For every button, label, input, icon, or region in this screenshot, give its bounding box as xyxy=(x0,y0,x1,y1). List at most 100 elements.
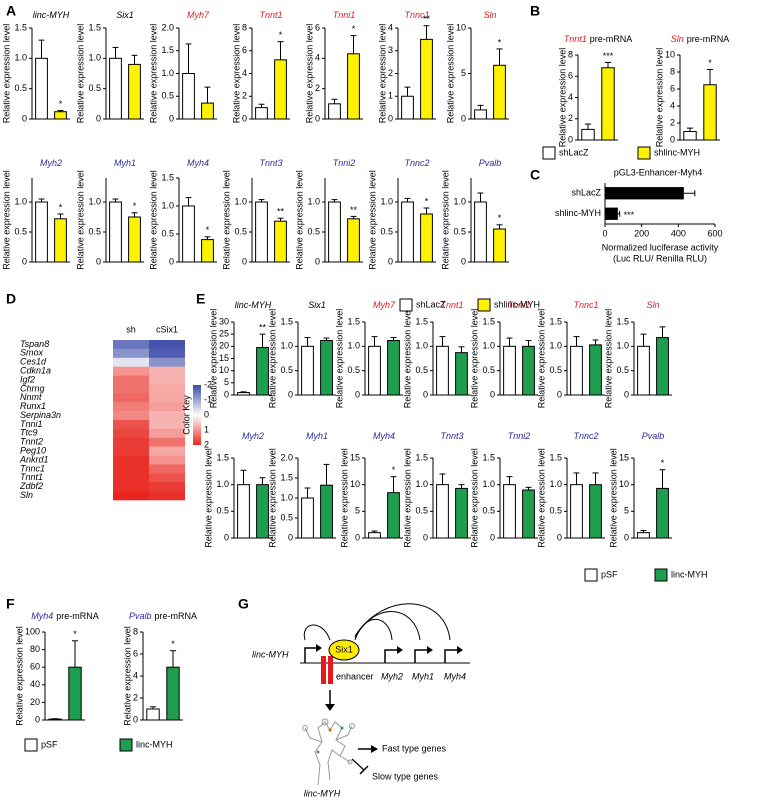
y-tick-label: 0 xyxy=(96,256,101,266)
color-key xyxy=(193,385,201,445)
title-gene: Pvalb xyxy=(479,158,502,168)
significance: * xyxy=(498,37,502,47)
legend-label: shlinc-MYH xyxy=(494,299,540,309)
heat-cell xyxy=(149,411,185,421)
significance: * xyxy=(392,465,396,475)
x-axis-label: (Luc RLU/ Renilla RLU) xyxy=(613,253,707,263)
y-axis-label: Relative expression level xyxy=(339,448,349,548)
bar xyxy=(320,484,333,539)
bar xyxy=(237,392,250,396)
y-tick-label: 0 xyxy=(224,532,229,542)
y-tick-label: 10 xyxy=(619,479,629,489)
chart-title: Myh1 xyxy=(114,158,136,168)
arrowhead xyxy=(371,745,378,753)
chart-title: Tnni1 xyxy=(333,10,356,20)
chart-title: Myh7 xyxy=(373,300,396,310)
y-tick-label: 1.0 xyxy=(280,492,293,502)
panel-label: E xyxy=(196,291,205,307)
y-tick-label: 1.0 xyxy=(380,196,393,206)
x-tick-label: 400 xyxy=(671,228,686,238)
y-tick-label: 0.5 xyxy=(280,512,293,522)
panel-label: C xyxy=(530,167,540,183)
significance: * xyxy=(59,99,63,109)
y-tick-label: 0 xyxy=(242,113,247,123)
panel-label: A xyxy=(6,3,16,19)
chart-title: pGL3-Enhancer-Myh4 xyxy=(614,167,703,177)
title-gene: Tnnt3 xyxy=(259,158,282,168)
legend-swatch xyxy=(119,738,133,752)
title-gene: linc-MYH xyxy=(235,300,272,310)
y-axis-label: Relative expression level xyxy=(148,170,158,270)
bar xyxy=(474,109,487,120)
title-gene: Myh1 xyxy=(114,158,136,168)
y-tick-label: 0 xyxy=(22,256,27,266)
y-tick-label: 1.5 xyxy=(415,452,428,462)
row-label: Chrng xyxy=(20,383,45,393)
title-gene: Tnnc1 xyxy=(404,10,429,20)
legend-swatch xyxy=(477,298,491,312)
chart-title: linc-MYH xyxy=(33,10,70,20)
row-label: Runx1 xyxy=(20,401,46,411)
bar xyxy=(420,38,433,120)
y-tick-label: 30 xyxy=(219,316,229,326)
bar xyxy=(401,201,414,263)
title-gene: Tnnc2 xyxy=(404,158,429,168)
chart-title: Sln pre-mRNA xyxy=(671,34,730,44)
bar xyxy=(255,107,268,120)
bar xyxy=(128,63,141,120)
y-tick-label: 0 xyxy=(96,113,101,123)
legend-label: shLacZ xyxy=(559,147,589,157)
y-tick-label: 1.5 xyxy=(280,472,293,482)
title-gene: Myh1 xyxy=(306,431,328,441)
y-tick-label: 0.5 xyxy=(14,226,27,236)
y-tick-label: 6 xyxy=(133,648,138,658)
panel-label: F xyxy=(6,596,15,612)
bar xyxy=(656,337,669,396)
enhancer-label: enhancer xyxy=(336,671,374,681)
loop-arrow xyxy=(354,611,421,641)
y-tick-label: 10 xyxy=(219,365,229,375)
chart-title: Tnnt3 xyxy=(440,431,463,441)
y-axis-label: Relative expression level xyxy=(267,309,277,409)
bar xyxy=(368,532,381,539)
y-tick-label: 1.0 xyxy=(216,479,229,489)
arrowhead xyxy=(325,704,335,711)
y-tick-label: 0.5 xyxy=(161,91,174,101)
arrowhead xyxy=(427,646,433,654)
y-tick-label: 15 xyxy=(619,452,629,462)
loop-arrow xyxy=(354,603,451,641)
gene-label: Myh1 xyxy=(412,671,434,681)
heat-cell xyxy=(149,420,185,430)
heat-cell xyxy=(113,340,149,350)
heat-cell xyxy=(113,357,149,367)
key-tick-label: -1 xyxy=(204,394,212,404)
title-gene: Pvalb xyxy=(642,431,665,441)
heat-cell xyxy=(149,375,185,385)
heat-cell xyxy=(113,482,149,492)
bar xyxy=(368,345,381,396)
chart-title: Sln xyxy=(483,10,496,20)
chart-title: Tnnt1 xyxy=(259,10,282,20)
y-tick-label: 1 xyxy=(388,91,393,101)
bar xyxy=(522,489,535,539)
rna-dot xyxy=(328,728,332,732)
bar xyxy=(274,59,287,120)
bar xyxy=(493,228,506,263)
significance: * xyxy=(279,30,283,40)
y-tick-label: 0 xyxy=(461,256,466,266)
row-label: Peg10 xyxy=(20,445,46,455)
title-gene: Myh4 xyxy=(31,611,53,621)
bar xyxy=(48,718,62,721)
y-tick-label: 8 xyxy=(133,626,138,636)
y-tick-label: 0 xyxy=(355,532,360,542)
row-label: Tnnc1 xyxy=(20,463,45,473)
bar xyxy=(601,67,615,141)
bar xyxy=(703,84,717,141)
y-tick-label: 0.5 xyxy=(14,83,27,93)
y-axis-label: Relative expression level xyxy=(334,309,344,409)
y-tick-label: 1.0 xyxy=(549,341,562,351)
chart-title: Tnnc2 xyxy=(573,431,598,441)
chart-title: Tnnc2 xyxy=(404,158,429,168)
bar xyxy=(35,57,48,120)
significance: *** xyxy=(624,210,635,220)
